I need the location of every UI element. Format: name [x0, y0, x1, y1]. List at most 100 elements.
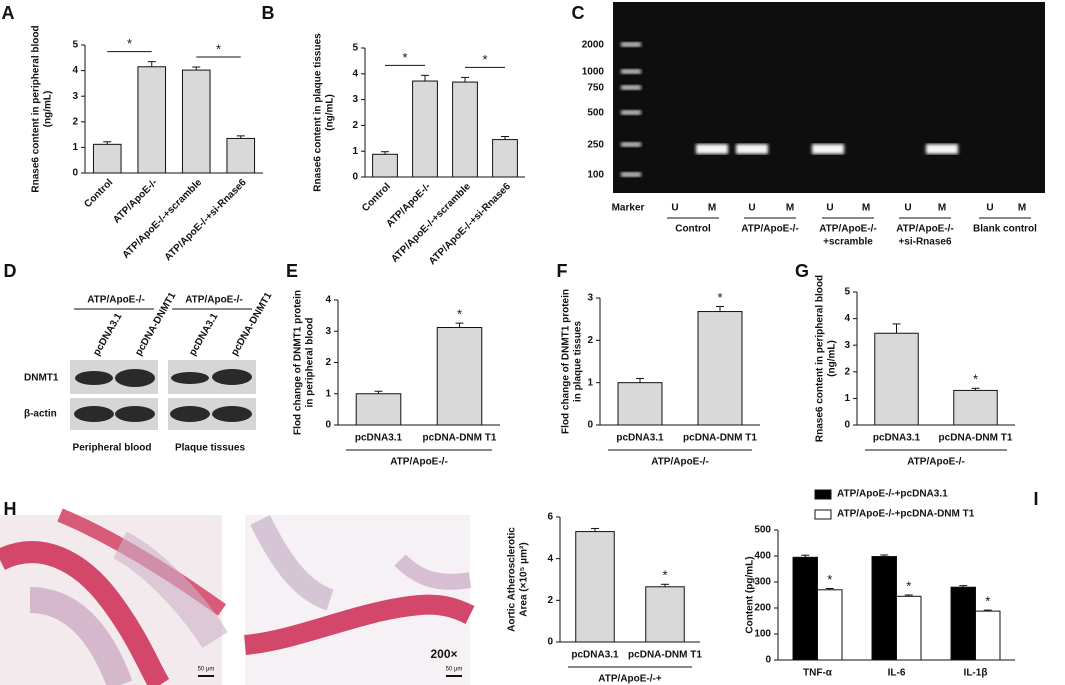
y-tick-label: 2 [844, 366, 850, 377]
y-tick-label: 200 [754, 603, 771, 614]
x-tick-label: pcDNA-DNM T1 [683, 433, 757, 444]
bar [372, 153, 398, 178]
ladder-band [621, 42, 641, 47]
lane-label: Marker [612, 203, 645, 214]
y-axis-label: Flod change of DNMT1 protein [561, 289, 572, 434]
group-label: ATP/ApoE-/- [87, 295, 145, 306]
y-axis-label: (ng/mL) [43, 91, 54, 128]
bar [874, 332, 919, 426]
bar [181, 69, 211, 174]
panel-letter: G [795, 261, 809, 281]
bar [896, 595, 922, 661]
panel-letter: C [572, 3, 585, 23]
lane-label: U [826, 203, 833, 214]
bar [492, 139, 518, 178]
bar [452, 81, 478, 178]
x-tick-label: pcDNA3.1 [355, 433, 403, 444]
ladder-band [621, 69, 641, 74]
y-tick-label: 2 [352, 120, 358, 131]
y-tick-label: 0 [325, 420, 331, 431]
y-tick-label: 3 [352, 94, 358, 105]
histology-image [0, 508, 475, 685]
y-tick-label: 2 [547, 595, 553, 606]
lane-label: U [671, 203, 678, 214]
group-label: ATP/ApoE-/- [896, 224, 954, 235]
bar [871, 556, 898, 661]
group-label: ATP/ApoE-/- [741, 224, 799, 235]
lane-label: M [862, 203, 870, 214]
panel-letter: I [1033, 489, 1038, 509]
lane-label: pcDNA3.1 [187, 311, 220, 358]
legend-label: ATP/ApoE-/-+pcDNA-DNM T1 [837, 509, 975, 520]
x-tick-label: IL-1β [964, 668, 988, 679]
magnification: 200× [430, 647, 457, 661]
y-tick-label: 3 [325, 326, 331, 337]
y-tick-label: 0 [547, 637, 553, 648]
y-tick-label: 6 [547, 512, 553, 523]
gel-band [736, 144, 768, 154]
y-axis-label: in peripheral blood [305, 317, 316, 407]
legend-swatch [814, 509, 832, 520]
bar [953, 389, 998, 426]
y-tick-label: 5 [72, 40, 78, 51]
x-tick-label: pcDNA-DNM T1 [939, 433, 1013, 444]
y-axis-label: (ng/mL) [325, 94, 336, 131]
y-tick-label: 100 [754, 629, 771, 640]
ladder-band [621, 142, 641, 147]
x-tick-label: ATP/ApoE-/- [111, 177, 160, 226]
y-tick-label: 4 [325, 295, 331, 306]
lane-label: M [1018, 203, 1026, 214]
gel-image [613, 2, 1045, 193]
significance: * [402, 50, 407, 65]
legend-swatch [814, 489, 832, 500]
significance: * [717, 290, 722, 305]
x-tick-label: ATP/ApoE-/-+scramble [121, 177, 205, 261]
tissue-label: Plaque tissues [175, 443, 245, 454]
bar [792, 556, 819, 661]
bar [645, 586, 685, 643]
tissue-label: Peripheral blood [73, 443, 152, 454]
x-tick-label: ATP/ApoE-/-+scramble [389, 181, 473, 265]
group-label: Control [675, 224, 711, 235]
blot-bands [74, 369, 252, 422]
y-tick-label: 1 [325, 388, 331, 399]
bar [412, 80, 438, 178]
significance: * [985, 594, 990, 609]
scale-bar-label: 50 μm [446, 667, 463, 673]
y-axis-label: Flod change of DNMT1 protein [293, 290, 304, 435]
lane-label: U [748, 203, 755, 214]
y-tick-label: 500 [754, 525, 771, 536]
y-tick-label: 300 [754, 577, 771, 588]
panel-letter: A [2, 3, 15, 23]
gel-band [812, 144, 844, 154]
group-label: ATP/ApoE-/- [819, 224, 877, 235]
y-tick-label: 4 [352, 68, 358, 79]
ladder-band [621, 172, 641, 177]
bar [975, 610, 1001, 661]
panel-letter: E [286, 261, 298, 281]
group-label: +scramble [823, 237, 873, 248]
y-axis-label: Content (pg/mL) [745, 556, 756, 633]
y-tick-label: 1 [352, 146, 358, 157]
significance: * [662, 568, 667, 583]
marker-label: 2000 [582, 40, 605, 51]
lane-label: M [786, 203, 794, 214]
y-tick-label: 3 [72, 91, 78, 102]
y-axis-label: Aortic Atherosclerotic [507, 527, 518, 632]
x-tick-label: pcDNA3.1 [873, 433, 921, 444]
ladder-band [621, 110, 641, 115]
bar [575, 531, 615, 643]
protein-label: DNMT1 [24, 373, 59, 384]
bar [92, 143, 122, 174]
x-tick-label: IL-6 [888, 668, 906, 679]
x-tick-label: ATP/ApoE-/-+si-Rnase6 [427, 181, 513, 267]
significance: * [906, 578, 911, 593]
significance: * [827, 572, 832, 587]
group-label: ATP/ApoE-/- [185, 295, 243, 306]
y-tick-label: 3 [844, 340, 850, 351]
lane-label: M [938, 203, 946, 214]
lane-label: U [904, 203, 911, 214]
legend-label: ATP/ApoE-/-+pcDNA3.1 [837, 489, 948, 500]
y-tick-label: 0 [352, 172, 358, 183]
